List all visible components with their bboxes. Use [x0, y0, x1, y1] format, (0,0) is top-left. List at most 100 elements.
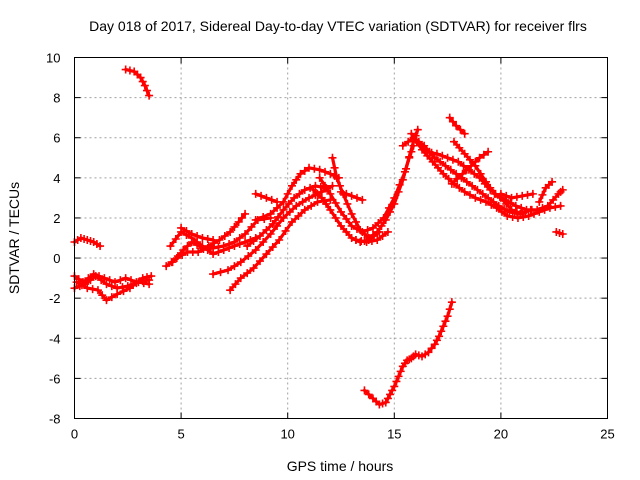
data-point — [249, 237, 258, 246]
data-point — [486, 183, 495, 192]
data-point — [97, 276, 106, 285]
data-point — [388, 386, 397, 395]
data-point — [328, 153, 337, 162]
data-point — [279, 205, 288, 214]
data-point — [203, 246, 212, 255]
data-point — [386, 390, 395, 399]
data-point — [321, 167, 330, 176]
data-point — [506, 198, 515, 207]
data-point — [512, 207, 521, 216]
data-point — [292, 175, 301, 184]
data-point — [279, 213, 288, 222]
data-point — [455, 183, 464, 192]
data-point — [305, 193, 314, 202]
data-point — [458, 169, 467, 178]
data-point — [360, 229, 369, 238]
data-point — [92, 240, 101, 249]
data-point — [421, 350, 430, 359]
data-point — [383, 394, 392, 403]
data-point — [471, 161, 480, 170]
data-point — [125, 284, 134, 293]
data-point — [357, 237, 366, 246]
data-point — [407, 147, 416, 156]
data-point — [422, 147, 431, 156]
data-point — [295, 189, 304, 198]
data-point — [259, 238, 268, 247]
data-point — [351, 217, 360, 226]
data-point — [400, 359, 409, 368]
y-tick-label: 6 — [53, 131, 60, 146]
data-point — [447, 298, 456, 307]
data-point — [528, 189, 537, 198]
data-point — [241, 209, 250, 218]
series-arc-13 — [251, 163, 343, 224]
data-point — [445, 113, 454, 122]
data-point — [430, 340, 439, 349]
data-point — [230, 262, 239, 271]
data-point — [441, 317, 450, 326]
data-point — [283, 189, 292, 198]
data-point — [455, 143, 464, 152]
data-point — [398, 141, 407, 150]
data-point — [203, 235, 212, 244]
data-point — [86, 237, 95, 246]
data-point — [454, 157, 463, 166]
data-point — [281, 226, 290, 235]
data-point — [198, 234, 207, 242]
data-point — [220, 231, 229, 240]
data-point — [363, 225, 372, 234]
data-point — [225, 244, 234, 253]
data-point — [255, 231, 264, 240]
data-point — [453, 174, 462, 183]
x-tick-label: 0 — [71, 427, 78, 442]
data-point — [93, 286, 102, 295]
data-point — [88, 285, 97, 294]
data-point — [307, 201, 316, 210]
data-point — [262, 250, 271, 259]
data-point — [331, 198, 340, 207]
data-point — [449, 137, 458, 146]
data-point — [230, 242, 239, 251]
data-point — [465, 190, 474, 199]
data-point — [549, 195, 558, 204]
series-arc-28 — [552, 227, 567, 238]
data-point — [262, 193, 271, 202]
data-point — [544, 180, 553, 189]
data-point — [255, 257, 264, 266]
data-point — [177, 223, 186, 232]
data-point — [138, 274, 147, 283]
data-point — [116, 276, 125, 285]
data-point — [360, 386, 369, 395]
data-point — [243, 269, 252, 278]
data-point — [460, 129, 469, 138]
data-point — [407, 129, 416, 138]
data-point — [326, 189, 335, 198]
data-point — [166, 242, 175, 251]
series-arc-29 — [360, 298, 456, 409]
data-point — [77, 281, 86, 290]
plot-frame — [74, 57, 608, 419]
data-point — [187, 229, 196, 238]
data-point — [237, 213, 246, 222]
series-arc-14 — [251, 189, 282, 206]
data-point — [501, 195, 510, 204]
data-point — [538, 203, 547, 212]
series-arc-9 — [177, 223, 218, 245]
data-point — [462, 165, 471, 174]
data-point — [300, 205, 309, 214]
data-point — [497, 207, 506, 216]
y-axis-ticks: -8 -6 -4 -2 0 2 4 6 8 10 — [46, 51, 608, 427]
data-point — [226, 286, 235, 295]
data-point — [475, 153, 484, 162]
data-point — [209, 236, 218, 245]
data-point — [168, 258, 177, 267]
data-point — [518, 209, 527, 218]
data-point — [118, 283, 127, 292]
data-point — [328, 181, 337, 190]
data-point — [226, 227, 235, 236]
series-arc-25 — [449, 137, 567, 214]
series-arc-1 — [121, 65, 154, 100]
data-point — [471, 193, 480, 202]
data-point — [139, 279, 148, 288]
data-point — [352, 193, 361, 202]
